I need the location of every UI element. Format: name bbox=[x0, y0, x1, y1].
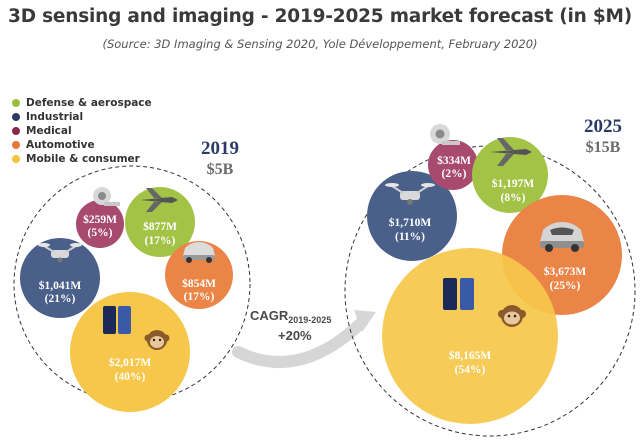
bubble-share-2025-mobile: (54%) bbox=[455, 364, 486, 376]
bubble-share-2019-mobile: (40%) bbox=[115, 371, 146, 383]
bubble-value-2025-automotive: $3,673M bbox=[544, 265, 587, 278]
bubble-share-2019-industrial: (21%) bbox=[45, 293, 76, 305]
bubble-share-2019-medical: (5%) bbox=[88, 227, 113, 239]
drone-icon bbox=[385, 183, 435, 205]
bubble-share-2019-automotive: (17%) bbox=[184, 291, 215, 303]
bubble-share-2025-defense: (8%) bbox=[501, 192, 526, 204]
legend-swatch bbox=[12, 99, 20, 107]
bubble-2025-defense bbox=[472, 137, 548, 213]
bubble-value-2025-mobile: $8,165M bbox=[449, 349, 492, 362]
bubble-share-2025-industrial: (11%) bbox=[395, 231, 425, 243]
legend-label: Industrial bbox=[26, 111, 84, 123]
legend-label: Medical bbox=[26, 125, 72, 137]
car-icon bbox=[540, 222, 584, 252]
total-label-2025: $15B bbox=[586, 139, 621, 156]
chart-title: 3D sensing and imaging - 2019-2025 marke… bbox=[8, 6, 632, 27]
legend-label: Defense & aerospace bbox=[26, 97, 152, 109]
cagr-main: CAGR bbox=[250, 308, 289, 323]
legend-item-mobile: Mobile & consumer bbox=[12, 152, 152, 166]
dashed-total-circle-2025 bbox=[344, 145, 636, 437]
bubble-value-2025-medical: $334M bbox=[437, 154, 471, 167]
bubble-value-2025-defense: $1,197M bbox=[492, 177, 535, 190]
bubble-2025-mobile bbox=[382, 248, 558, 424]
bubble-value-2019-automotive: $854M bbox=[182, 277, 216, 290]
medical-scanner-icon bbox=[430, 124, 460, 145]
fighter-jet-icon bbox=[140, 188, 178, 212]
legend-item-medical: Medical bbox=[12, 124, 152, 138]
smartphone-icon bbox=[443, 278, 474, 310]
bubble-2019-medical bbox=[76, 200, 124, 248]
bubble-2025-industrial bbox=[367, 171, 457, 261]
bubble-value-2019-defense: $877M bbox=[143, 220, 177, 233]
cagr-sub: 2019-2025 bbox=[288, 315, 331, 325]
bubble-value-2019-mobile: $2,017M bbox=[109, 356, 152, 369]
legend-swatch bbox=[12, 141, 20, 149]
bubble-2019-automotive bbox=[165, 241, 233, 309]
legend-swatch bbox=[12, 127, 20, 135]
cagr-arrowhead bbox=[354, 310, 376, 332]
legend-item-automotive: Automotive bbox=[12, 138, 152, 152]
smartphone-icon bbox=[103, 306, 131, 334]
bubble-share-2025-medical: (2%) bbox=[442, 168, 467, 180]
fighter-jet-icon bbox=[490, 138, 532, 166]
legend-item-defense: Defense & aerospace bbox=[12, 96, 152, 110]
monkey-emoji-icon bbox=[144, 330, 170, 350]
medical-scanner-icon bbox=[93, 187, 120, 206]
car-icon bbox=[183, 242, 215, 263]
legend-label: Mobile & consumer bbox=[26, 153, 140, 165]
legend: Defense & aerospace Industrial Medical A… bbox=[12, 96, 152, 166]
bubble-share-2025-automotive: (25%) bbox=[550, 280, 581, 292]
total-label-2019: $5B bbox=[207, 161, 234, 178]
legend-item-industrial: Industrial bbox=[12, 110, 152, 124]
bubble-2019-mobile bbox=[70, 292, 190, 412]
legend-swatch bbox=[12, 155, 20, 163]
bubble-2025-medical bbox=[428, 140, 478, 190]
bubble-2019-industrial bbox=[20, 238, 100, 318]
year-label-2019: 2019 bbox=[201, 138, 239, 159]
bubble-value-2025-industrial: $1,710M bbox=[389, 216, 432, 229]
cagr-arrow bbox=[232, 316, 368, 368]
cagr-value: +20% bbox=[278, 328, 312, 343]
bubble-share-2019-defense: (17%) bbox=[145, 235, 176, 247]
bubble-value-2019-industrial: $1,041M bbox=[39, 279, 82, 292]
legend-label: Automotive bbox=[26, 139, 95, 151]
chart-2019: 2019 $5B $1,041M (21%) $259M (5%) $877M … bbox=[13, 138, 251, 412]
drone-icon bbox=[38, 243, 82, 263]
year-label-2025: 2025 bbox=[584, 116, 622, 137]
bubble-2019-defense bbox=[125, 187, 195, 257]
monkey-emoji-icon bbox=[498, 305, 526, 327]
bubble-value-2019-medical: $259M bbox=[83, 213, 117, 226]
chart-subtitle: (Source: 3D Imaging & Sensing 2020, Yole… bbox=[102, 37, 538, 51]
chart-2025: 2025 $15B $1,710M (11%) $334M (2%) $1,19… bbox=[344, 116, 636, 437]
legend-swatch bbox=[12, 113, 20, 121]
cagr-label: CAGR2019-2025 bbox=[250, 308, 331, 325]
